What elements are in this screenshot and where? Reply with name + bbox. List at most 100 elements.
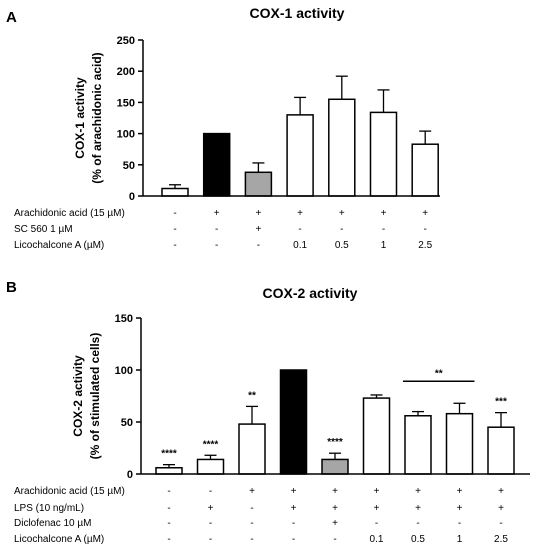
- significance-label: **: [248, 390, 256, 401]
- bar: [445, 412, 474, 475]
- y-axis-title-line: COX-2 activity: [71, 355, 85, 437]
- y-tick-label: 50: [121, 417, 133, 429]
- condition-mark: 0.1: [370, 534, 384, 545]
- cox1-chart-title: COX-1 activity: [250, 5, 345, 21]
- bar: [404, 415, 432, 475]
- condition-row-label: Diclofenac 10 µM: [14, 518, 91, 529]
- condition-mark: +: [332, 503, 338, 514]
- condition-mark: -: [167, 503, 170, 514]
- condition-mark: +: [208, 503, 214, 514]
- condition-mark: -: [250, 518, 253, 529]
- panel-a-letter: A: [6, 9, 17, 26]
- condition-mark: 1: [381, 240, 387, 251]
- bar: [286, 114, 314, 197]
- bar: [487, 426, 515, 475]
- condition-mark: +: [381, 208, 387, 219]
- condition-mark: -: [173, 224, 176, 235]
- condition-mark: -: [292, 534, 295, 545]
- y-tick-label: 150: [115, 313, 133, 325]
- condition-mark: -: [499, 518, 502, 529]
- condition-mark: -: [250, 503, 253, 514]
- condition-mark: +: [339, 208, 345, 219]
- condition-mark: -: [382, 224, 385, 235]
- condition-mark: +: [332, 486, 338, 497]
- condition-row-label: Licochalcone A (µM): [14, 240, 104, 251]
- condition-row-label: SC 560 1 µM: [14, 224, 73, 235]
- condition-mark: +: [498, 503, 504, 514]
- significance-label: ****: [161, 449, 177, 460]
- condition-mark: -: [340, 224, 343, 235]
- y-tick-label: 0: [127, 469, 133, 481]
- condition-mark: -: [416, 518, 419, 529]
- bar: [196, 458, 225, 475]
- condition-mark: +: [291, 486, 297, 497]
- condition-mark: -: [333, 534, 336, 545]
- y-axis-title-line: (% of arachidonic acid): [90, 52, 104, 183]
- condition-mark: +: [422, 208, 428, 219]
- significance-label: ****: [327, 437, 343, 448]
- cox1-chart: COX-1 activity (% of arachidonic acid) 0 50…: [14, 35, 440, 251]
- condition-mark: +: [214, 208, 220, 219]
- condition-mark: +: [249, 486, 255, 497]
- condition-mark: +: [415, 486, 421, 497]
- bar: [202, 132, 231, 197]
- condition-mark: 1: [457, 534, 463, 545]
- condition-mark: +: [374, 503, 380, 514]
- condition-mark: -: [215, 224, 218, 235]
- condition-mark: 0.1: [293, 240, 307, 251]
- bar: [362, 397, 391, 475]
- condition-mark: 0.5: [335, 240, 349, 251]
- bar: [279, 369, 308, 475]
- condition-mark: -: [209, 534, 212, 545]
- condition-mark: -: [173, 240, 176, 251]
- condition-mark: -: [375, 518, 378, 529]
- bracket-significance-label: **: [435, 368, 443, 379]
- bar: [328, 98, 356, 197]
- cox2-chart: COX-2 activity (% of stimulated cells) 0 50…: [14, 313, 530, 545]
- bar: [155, 467, 183, 475]
- condition-mark: +: [457, 503, 463, 514]
- y-tick-label: 100: [117, 129, 135, 141]
- y-axis-title-line: COX-1 activity: [73, 77, 87, 159]
- condition-mark: -: [209, 518, 212, 529]
- condition-mark: -: [215, 240, 218, 251]
- condition-mark: +: [291, 503, 297, 514]
- y-tick-label: 0: [129, 191, 135, 203]
- condition-mark: 2.5: [494, 534, 508, 545]
- condition-mark: -: [250, 534, 253, 545]
- significance-label: ***: [495, 397, 507, 408]
- condition-mark: +: [415, 503, 421, 514]
- condition-mark: -: [167, 518, 170, 529]
- condition-mark: -: [167, 534, 170, 545]
- condition-mark: +: [297, 208, 303, 219]
- condition-mark: 2.5: [418, 240, 432, 251]
- bar: [238, 423, 266, 475]
- bar: [321, 458, 349, 475]
- condition-row-label: Licochalcone A (µM): [14, 534, 104, 545]
- panel-b-letter: B: [6, 279, 17, 296]
- y-axis-title-line: (% of stimulated cells): [88, 333, 102, 460]
- condition-row-label: Arachidonic acid (15 µM): [14, 486, 125, 497]
- condition-mark: +: [255, 224, 261, 235]
- condition-row-label: Arachidonic acid (15 µM): [14, 208, 125, 219]
- y-tick-label: 150: [117, 97, 135, 109]
- bar: [161, 187, 189, 197]
- condition-mark: +: [255, 208, 261, 219]
- condition-mark: -: [424, 224, 427, 235]
- condition-row-label: LPS (10 ng/mL): [14, 503, 84, 514]
- bar: [369, 111, 398, 197]
- condition-mark: -: [298, 224, 301, 235]
- bar: [411, 143, 439, 197]
- condition-mark: -: [209, 486, 212, 497]
- condition-mark: -: [167, 486, 170, 497]
- condition-mark: +: [374, 486, 380, 497]
- significance-label: ****: [203, 439, 219, 450]
- condition-mark: +: [498, 486, 504, 497]
- y-tick-label: 100: [115, 365, 133, 377]
- condition-mark: +: [332, 518, 338, 529]
- cox2-chart-title: COX-2 activity: [263, 285, 358, 301]
- y-tick-label: 200: [117, 66, 135, 78]
- bar: [244, 171, 273, 197]
- condition-mark: 0.5: [411, 534, 425, 545]
